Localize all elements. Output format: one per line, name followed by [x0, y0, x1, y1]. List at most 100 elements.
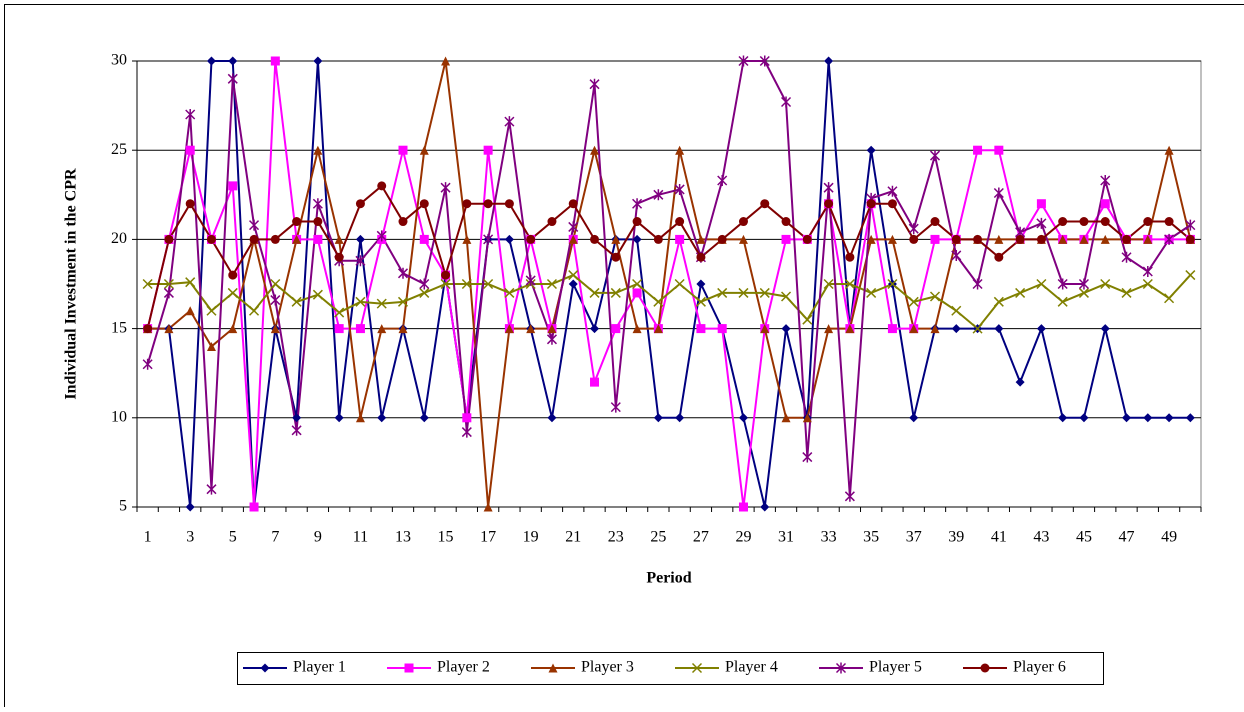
- marker: [186, 199, 195, 208]
- marker: [377, 181, 386, 190]
- marker: [931, 235, 940, 244]
- marker: [1186, 235, 1195, 244]
- marker: [335, 253, 344, 262]
- marker: [335, 324, 344, 333]
- marker: [207, 235, 216, 244]
- x-tick-label: 27: [693, 529, 709, 546]
- y-axis-title: Individual Investment in the CPR: [63, 168, 80, 400]
- legend-label: Player 1: [293, 659, 346, 676]
- marker: [739, 503, 748, 512]
- marker: [484, 199, 493, 208]
- marker: [973, 146, 982, 155]
- marker: [824, 199, 833, 208]
- marker: [867, 199, 876, 208]
- marker: [164, 235, 173, 244]
- marker: [909, 235, 918, 244]
- marker: [250, 503, 259, 512]
- marker: [1122, 235, 1131, 244]
- x-tick-label: 49: [1161, 529, 1177, 546]
- marker: [760, 199, 769, 208]
- marker: [420, 235, 429, 244]
- marker: [405, 664, 414, 673]
- marker: [994, 253, 1003, 262]
- marker: [271, 235, 280, 244]
- y-tick-label: 30: [111, 52, 127, 69]
- y-tick-label: 10: [111, 408, 127, 425]
- marker: [1101, 199, 1110, 208]
- x-tick-label: 17: [480, 529, 496, 546]
- x-tick-label: 29: [735, 529, 751, 546]
- y-tick-label: 20: [111, 230, 127, 247]
- marker: [994, 146, 1003, 155]
- legend-label: Player 4: [725, 659, 778, 676]
- x-tick-label: 41: [991, 529, 1007, 546]
- x-tick-label: 9: [314, 529, 322, 546]
- x-tick-label: 11: [353, 529, 368, 546]
- marker: [462, 413, 471, 422]
- marker: [739, 217, 748, 226]
- marker: [250, 235, 259, 244]
- legend-label: Player 5: [869, 659, 922, 676]
- y-tick-label: 25: [111, 141, 127, 158]
- marker: [228, 271, 237, 280]
- y-tick-label: 5: [119, 498, 127, 515]
- marker: [973, 235, 982, 244]
- marker: [931, 217, 940, 226]
- x-tick-label: 33: [821, 529, 837, 546]
- marker: [356, 199, 365, 208]
- marker: [1058, 217, 1067, 226]
- marker: [888, 324, 897, 333]
- marker: [356, 324, 365, 333]
- x-tick-label: 35: [863, 529, 879, 546]
- y-tick-label: 15: [111, 319, 127, 336]
- marker: [952, 235, 961, 244]
- marker: [1101, 217, 1110, 226]
- marker: [228, 181, 237, 190]
- x-tick-label: 23: [608, 529, 624, 546]
- marker: [313, 235, 322, 244]
- x-tick-label: 39: [948, 529, 964, 546]
- marker: [547, 217, 556, 226]
- marker: [313, 217, 322, 226]
- marker: [462, 199, 471, 208]
- marker: [782, 235, 791, 244]
- marker: [718, 235, 727, 244]
- legend-label: Player 3: [581, 659, 634, 676]
- marker: [292, 217, 301, 226]
- x-tick-label: 3: [186, 529, 194, 546]
- marker: [526, 235, 535, 244]
- x-tick-label: 7: [271, 529, 279, 546]
- marker: [505, 199, 514, 208]
- x-tick-label: 43: [1033, 529, 1049, 546]
- marker: [1079, 217, 1088, 226]
- marker: [420, 199, 429, 208]
- x-tick-label: 5: [229, 529, 237, 546]
- x-tick-label: 21: [565, 529, 581, 546]
- marker: [1165, 217, 1174, 226]
- x-tick-label: 13: [395, 529, 411, 546]
- marker: [590, 235, 599, 244]
- marker: [441, 271, 450, 280]
- marker: [484, 146, 493, 155]
- marker: [654, 235, 663, 244]
- marker: [888, 199, 897, 208]
- marker: [399, 146, 408, 155]
- marker: [1143, 217, 1152, 226]
- marker: [633, 288, 642, 297]
- marker: [271, 57, 280, 66]
- marker: [696, 324, 705, 333]
- x-tick-label: 25: [650, 529, 666, 546]
- marker: [611, 324, 620, 333]
- x-tick-label: 1: [144, 529, 152, 546]
- marker: [981, 664, 990, 673]
- marker: [803, 235, 812, 244]
- legend-label: Player 6: [1013, 659, 1066, 676]
- x-tick-label: 31: [778, 529, 794, 546]
- x-axis-title: Period: [646, 570, 691, 587]
- marker: [696, 253, 705, 262]
- x-tick-label: 15: [438, 529, 454, 546]
- marker: [1037, 199, 1046, 208]
- legend-label: Player 2: [437, 659, 490, 676]
- marker: [143, 324, 152, 333]
